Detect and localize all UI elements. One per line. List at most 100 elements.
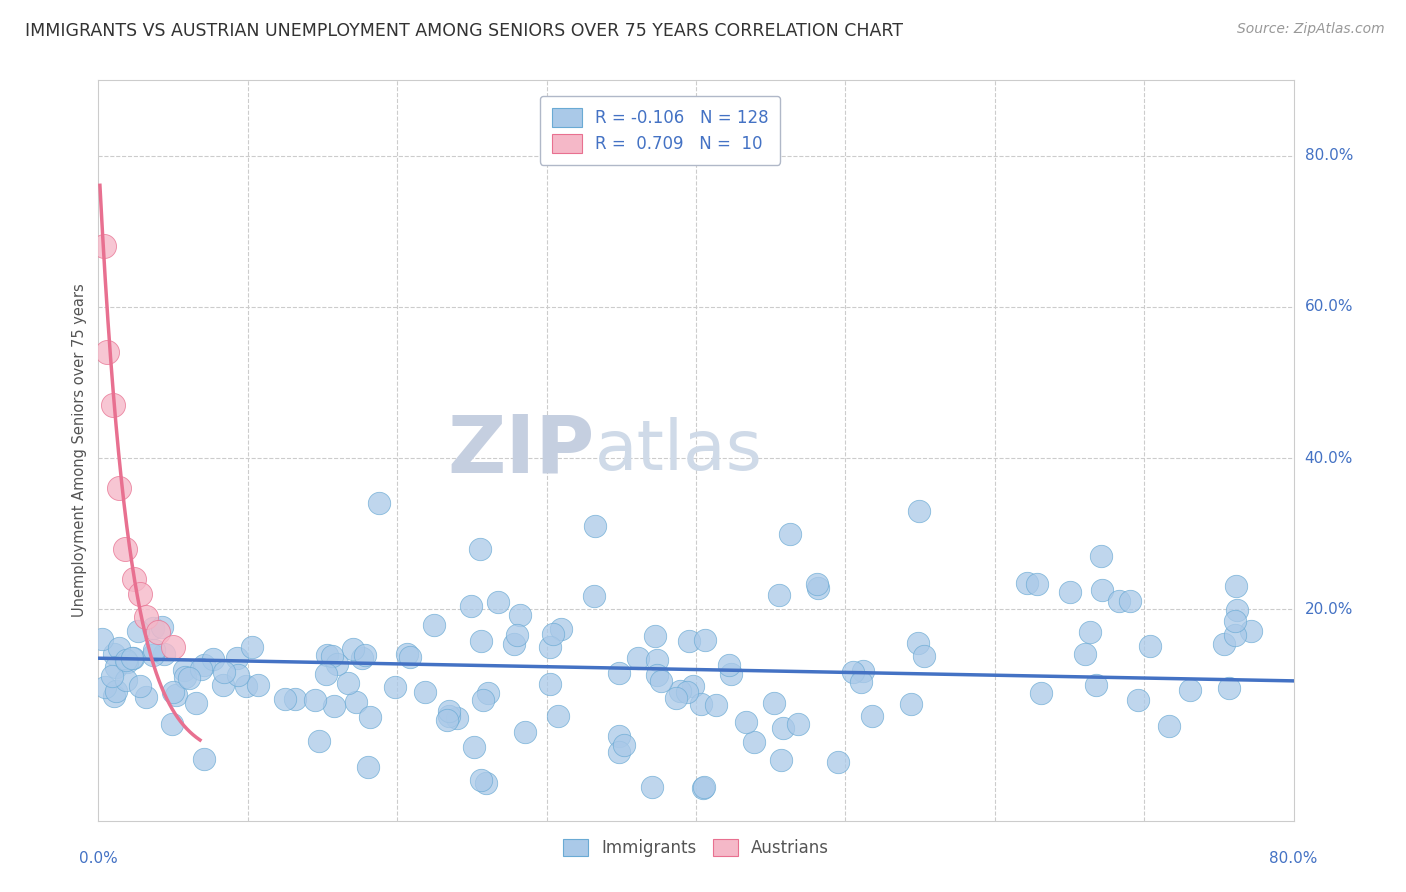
Point [1074, 647, 1097, 661]
Point [148, 624, 170, 639]
Point [682, 679, 704, 693]
Point [177, 671, 200, 685]
Point [769, 754, 792, 768]
Point [93, 239, 115, 253]
Point [90, 632, 112, 646]
Point [1139, 639, 1161, 653]
Point [470, 634, 492, 648]
Point [228, 668, 250, 682]
Point [359, 710, 381, 724]
Point [107, 641, 129, 656]
Point [108, 481, 131, 495]
Point [423, 617, 446, 632]
Point [742, 735, 765, 749]
Point [346, 695, 368, 709]
Point [665, 691, 688, 706]
Point [470, 772, 492, 787]
Point [135, 690, 157, 705]
Point [645, 668, 668, 682]
Point [142, 648, 165, 662]
Point [1218, 681, 1240, 695]
Point [1157, 719, 1180, 733]
Point [720, 667, 742, 681]
Point [337, 676, 360, 690]
Point [316, 648, 339, 662]
Point [786, 717, 808, 731]
Point [1084, 678, 1107, 692]
Point [413, 684, 436, 698]
Point [129, 679, 152, 693]
Point [165, 688, 187, 702]
Point [304, 693, 326, 707]
Point [1015, 576, 1038, 591]
Point [543, 626, 565, 640]
Point [676, 685, 699, 699]
Point [609, 745, 631, 759]
Point [779, 526, 801, 541]
Point [460, 599, 482, 613]
Text: atlas: atlas [595, 417, 762, 484]
Point [762, 696, 785, 710]
Point [717, 658, 740, 673]
Point [284, 692, 307, 706]
Point [806, 577, 828, 591]
Point [1119, 594, 1142, 608]
Point [127, 624, 149, 638]
Point [607, 730, 630, 744]
Text: 80.0%: 80.0% [1305, 148, 1353, 163]
Point [1108, 594, 1130, 608]
Point [900, 698, 922, 712]
Point [1126, 693, 1149, 707]
Point [122, 651, 145, 665]
Point [486, 595, 509, 609]
Point [186, 696, 208, 710]
Point [105, 683, 128, 698]
Text: 60.0%: 60.0% [1305, 300, 1353, 314]
Point [695, 632, 717, 647]
Point [162, 717, 184, 731]
Point [94, 680, 117, 694]
Point [908, 504, 931, 518]
Point [115, 656, 138, 670]
Point [1226, 603, 1249, 617]
Point [367, 496, 389, 510]
Point [142, 621, 165, 635]
Text: IMMIGRANTS VS AUSTRIAN UNEMPLOYMENT AMONG SENIORS OVER 75 YEARS CORRELATION CHAR: IMMIGRANTS VS AUSTRIAN UNEMPLOYMENT AMON… [25, 22, 903, 40]
Point [321, 648, 343, 663]
Point [912, 648, 935, 663]
Text: ZIP: ZIP [447, 411, 595, 490]
Point [1090, 549, 1112, 564]
Text: 0.0%: 0.0% [79, 851, 118, 866]
Point [506, 628, 529, 642]
Point [585, 519, 607, 533]
Y-axis label: Unemployment Among Seniors over 75 years: Unemployment Among Seniors over 75 years [72, 284, 87, 617]
Point [509, 608, 531, 623]
Point [315, 666, 337, 681]
Point [807, 581, 830, 595]
Point [246, 678, 269, 692]
Point [446, 711, 468, 725]
Point [325, 657, 347, 671]
Point [583, 589, 606, 603]
Point [190, 662, 212, 676]
Text: Source: ZipAtlas.com: Source: ZipAtlas.com [1237, 22, 1385, 37]
Point [193, 657, 215, 672]
Point [538, 640, 561, 654]
Point [96, 345, 118, 359]
Point [1091, 582, 1114, 597]
Point [212, 665, 235, 679]
Point [768, 588, 790, 602]
Point [645, 652, 668, 666]
Point [354, 648, 377, 662]
Point [142, 642, 165, 657]
Point [308, 734, 330, 748]
Point [124, 572, 146, 586]
Point [323, 698, 346, 713]
Point [235, 679, 257, 693]
Point [212, 678, 235, 692]
Point [1026, 577, 1049, 591]
Point [668, 684, 690, 698]
Point [907, 636, 929, 650]
Legend: Immigrants, Austrians: Immigrants, Austrians [555, 832, 837, 864]
Point [173, 663, 195, 677]
